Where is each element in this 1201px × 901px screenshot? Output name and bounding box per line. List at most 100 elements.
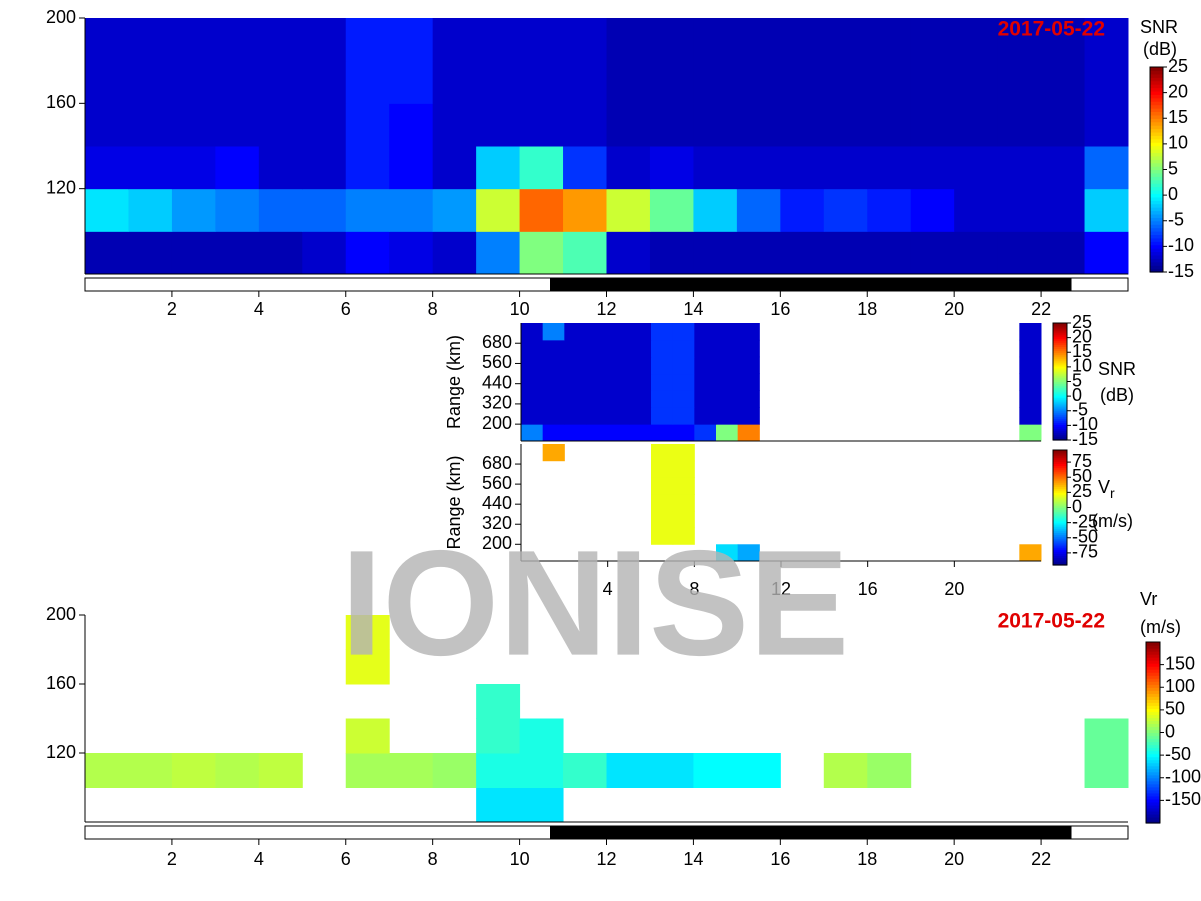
colorbar-step	[1053, 503, 1067, 507]
colorbar-step	[1150, 200, 1163, 205]
colorbar-label: SNR	[1140, 17, 1178, 37]
heatmap-cell	[716, 323, 739, 341]
heatmap-cell	[607, 407, 630, 425]
colorbar-step	[1053, 401, 1067, 404]
colorbar-step	[1146, 756, 1160, 761]
colorbar-step	[1053, 379, 1067, 383]
heatmap-cell	[737, 373, 760, 391]
colorbar-tick-label: 15	[1168, 107, 1188, 127]
heatmap-cell	[606, 188, 651, 232]
colorbar-step	[1053, 467, 1067, 470]
heatmap-cell	[672, 407, 695, 425]
colorbar-step	[1053, 434, 1067, 437]
colorbar-step	[1146, 792, 1160, 797]
colorbar-step	[1053, 342, 1067, 346]
colorbar-step	[1053, 354, 1067, 357]
colorbar-step	[1053, 551, 1067, 555]
colorbar-step	[1053, 334, 1067, 338]
colorbar-step	[1053, 459, 1067, 463]
colorbar-step	[1146, 759, 1160, 764]
colorbar-tick-label: -150	[1165, 789, 1201, 809]
colorbar-step	[1150, 237, 1163, 242]
colorbar-step	[1146, 783, 1160, 788]
heatmap-cell	[542, 390, 565, 408]
colorbar-step	[1053, 457, 1067, 461]
heatmap-cell	[542, 356, 565, 375]
colorbar-step	[1146, 699, 1160, 703]
colorbar-step	[1053, 350, 1067, 353]
heatmap-cell	[1019, 407, 1042, 425]
heatmap-cell	[651, 477, 674, 495]
heatmap-cell	[1041, 18, 1086, 62]
heatmap-cell	[128, 231, 173, 275]
colorbar-step	[1146, 648, 1160, 652]
colorbar-step	[1053, 536, 1067, 539]
y-tick-label: 200	[482, 533, 512, 553]
heatmap-cell	[607, 356, 630, 375]
heatmap-cell	[432, 753, 477, 788]
colorbar-step	[1053, 352, 1067, 355]
heatmap-cell	[780, 103, 825, 147]
colorbar-step	[1146, 777, 1160, 782]
heatmap-cell	[1041, 188, 1086, 232]
heatmap-cell	[867, 18, 912, 62]
colorbar-step	[1150, 94, 1163, 99]
colorbar-label: Vr	[1140, 589, 1157, 609]
heatmap-cell	[607, 373, 630, 391]
heatmap-cell	[564, 373, 587, 391]
colorbar-step	[1053, 346, 1067, 349]
heatmap-cell	[215, 146, 260, 190]
colorbar-tick-label: 20	[1168, 81, 1188, 101]
colorbar-step	[1053, 362, 1067, 365]
colorbar-step	[1150, 111, 1163, 116]
heatmap-cell	[345, 649, 390, 685]
colorbar-step	[1053, 484, 1067, 488]
colorbar-step	[1053, 519, 1067, 522]
heatmap-cell	[672, 424, 695, 442]
heatmap-cell	[997, 188, 1042, 232]
colorbar-tick-label: 5	[1072, 370, 1082, 390]
heatmap-cell	[649, 146, 694, 190]
colorbar-label-main: V	[1098, 477, 1110, 497]
heatmap-cell	[954, 60, 999, 104]
colorbar-tick-label: 10	[1168, 133, 1188, 153]
colorbar-tick-label: -75	[1072, 542, 1098, 562]
colorbar-step	[1150, 196, 1163, 201]
heatmap-cell	[997, 231, 1042, 275]
x-tick-label: 8	[428, 849, 438, 869]
colorbar-step	[1053, 418, 1067, 422]
x-tick-label: 20	[944, 849, 964, 869]
night-bar	[550, 278, 1072, 291]
heatmap-cell	[629, 407, 652, 425]
heatmap-cell	[389, 188, 434, 232]
heatmap-cell	[258, 103, 303, 147]
heatmap-cell	[345, 146, 390, 190]
colorbar-step	[1053, 469, 1067, 472]
colorbar-step	[1146, 714, 1160, 719]
heatmap-cell	[128, 753, 173, 788]
colorbar-step	[1053, 545, 1067, 549]
colorbar-step	[1150, 101, 1163, 106]
heatmap-cell	[476, 718, 521, 754]
x-tick-label: 20	[944, 579, 964, 599]
heatmap-cell	[521, 339, 544, 358]
heatmap-cell	[85, 231, 129, 275]
heatmap-cell	[521, 424, 544, 442]
colorbar-step	[1150, 190, 1163, 195]
heatmap-cell	[1041, 231, 1086, 275]
colorbar-step	[1053, 420, 1067, 424]
heatmap-cell	[1019, 390, 1042, 408]
heatmap-cell	[693, 146, 738, 190]
colorbar-step	[1053, 381, 1067, 385]
colorbar-step	[1053, 563, 1067, 566]
heatmap-cell	[389, 18, 434, 62]
heatmap-cell	[910, 188, 955, 232]
colorbar-unit: (dB)	[1100, 385, 1134, 405]
heatmap-cell	[215, 103, 260, 147]
colorbar-step	[1146, 744, 1160, 749]
heatmap-cell	[997, 18, 1042, 62]
heatmap-cell	[1084, 18, 1129, 62]
colorbar-tick-label: -15	[1168, 261, 1194, 281]
colorbar-step	[1053, 424, 1067, 427]
